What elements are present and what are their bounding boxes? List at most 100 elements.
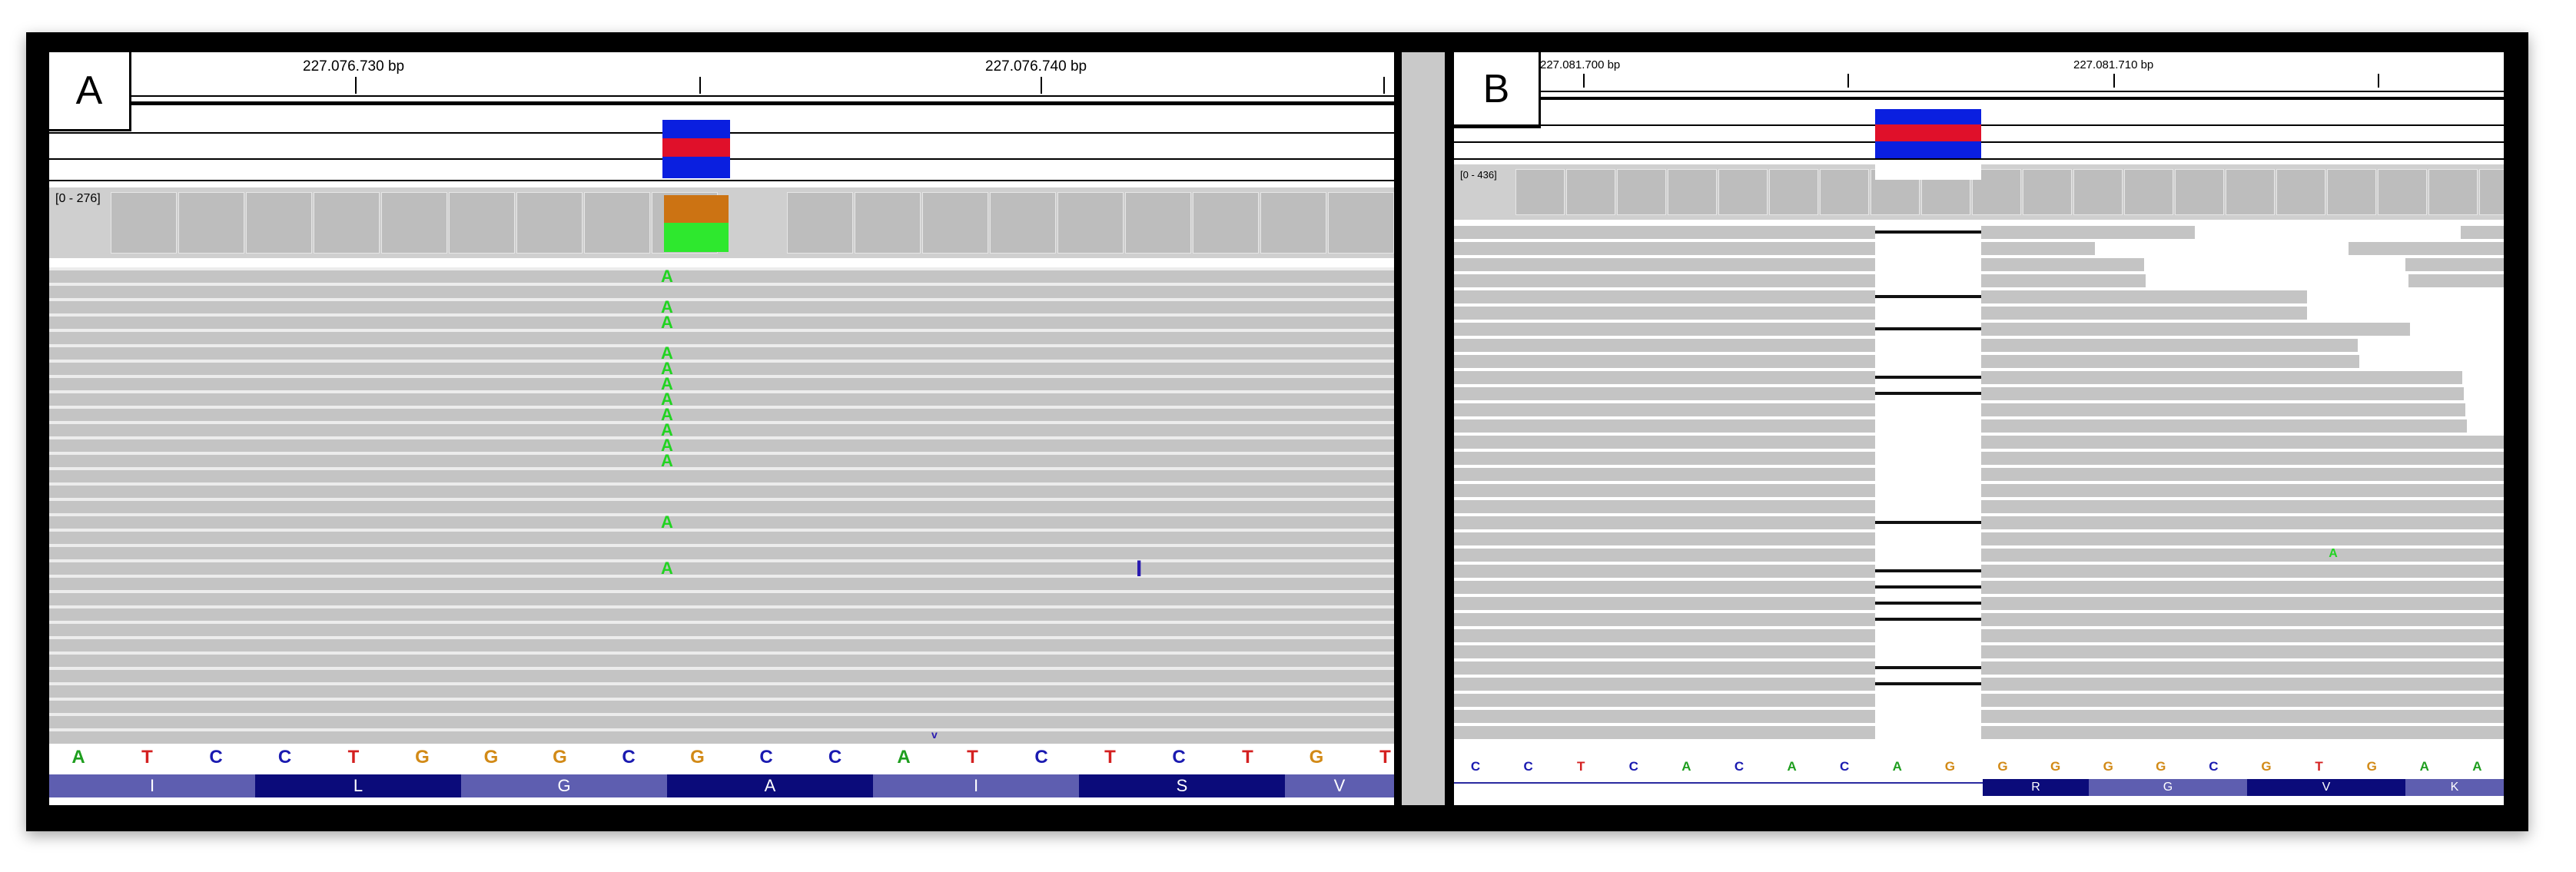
read xyxy=(2408,274,2504,287)
mismatch-base: A xyxy=(661,512,673,532)
deletion-line xyxy=(1875,327,1981,330)
read xyxy=(49,685,1394,698)
deletion-gap xyxy=(1875,450,1981,466)
read xyxy=(49,532,1394,544)
reference-base: A xyxy=(1787,759,1797,774)
deletion-gap xyxy=(1875,482,1981,499)
deletion-line xyxy=(1875,682,1981,685)
amino-acid: L xyxy=(255,774,461,797)
insertion-marker: v xyxy=(931,728,938,741)
reference-base: G xyxy=(2050,759,2061,774)
read xyxy=(49,317,1394,329)
coverage-allele-a xyxy=(664,223,729,252)
reference-base: T xyxy=(1379,747,1391,768)
coverage-bar xyxy=(2276,169,2325,215)
coverage-bar xyxy=(990,192,1056,254)
deletion-gap xyxy=(1875,692,1981,708)
read xyxy=(49,731,1394,744)
coverage-bar xyxy=(2479,169,2504,215)
amino-acid: V xyxy=(2247,779,2405,796)
amino-acid: K xyxy=(2405,779,2504,796)
deletion-gap xyxy=(1875,466,1981,482)
deletion-line xyxy=(1875,392,1981,395)
read xyxy=(1454,226,2195,239)
deletion-gap xyxy=(1875,724,1981,741)
coverage-bar xyxy=(855,192,921,254)
deletion-line xyxy=(1875,666,1981,669)
reference-base: T xyxy=(1104,747,1116,768)
read xyxy=(49,486,1394,498)
mismatch-base: A xyxy=(661,343,673,363)
deletion-line xyxy=(1875,295,1981,298)
read xyxy=(49,424,1394,436)
deletion-gap xyxy=(1875,418,1981,434)
read xyxy=(49,701,1394,713)
read xyxy=(2405,258,2504,271)
deletion-gap xyxy=(1875,628,1981,644)
coverage-bar xyxy=(2428,169,2478,215)
reference-base: T xyxy=(967,747,978,768)
mismatch-base: A xyxy=(661,451,673,470)
read xyxy=(49,455,1394,467)
reference-base: C xyxy=(1172,747,1186,768)
deletion-gap xyxy=(1875,499,1981,515)
mismatch-base: A xyxy=(661,313,673,332)
reference-base: T xyxy=(347,747,360,768)
coverage-bar xyxy=(2378,169,2427,215)
read xyxy=(49,716,1394,728)
coverage-bar xyxy=(1617,169,1666,215)
read xyxy=(1454,274,2146,287)
coverage-bar xyxy=(2175,169,2224,215)
insertion-marker: I xyxy=(1136,556,1143,582)
igv-panel-a: 227.076.730 bp 227.076.740 bp A [0 - 276… xyxy=(49,52,1394,805)
reference-base: G xyxy=(415,747,430,768)
deletion-gap xyxy=(1875,273,1981,289)
read xyxy=(49,655,1394,667)
deletion-gap xyxy=(1875,353,1981,370)
reference-base: A xyxy=(71,747,85,768)
reference-base: C xyxy=(1734,759,1744,774)
reference-base: G xyxy=(553,747,567,768)
read xyxy=(49,332,1394,344)
divider xyxy=(1394,40,1402,816)
reference-base: G xyxy=(2261,759,2272,774)
reference-base: C xyxy=(2209,759,2219,774)
deletion-line xyxy=(1875,602,1981,605)
deletion-line xyxy=(1875,376,1981,379)
deletion-line xyxy=(1875,618,1981,621)
read xyxy=(1454,242,2095,255)
reference-base: C xyxy=(1628,759,1638,774)
alignment-track-b: A xyxy=(1454,224,2504,756)
panel-label-b: B xyxy=(1454,52,1541,128)
coverage-bar xyxy=(1515,169,1565,215)
mismatch-base: A xyxy=(661,436,673,455)
divider xyxy=(1445,40,1454,816)
coordinate-label: 227.076.740 bp xyxy=(985,58,1087,75)
amino-acid: R xyxy=(1983,779,2089,796)
read xyxy=(49,409,1394,421)
deletion-gap xyxy=(1875,337,1981,353)
reference-base: C xyxy=(1523,759,1533,774)
deletion-line xyxy=(1875,569,1981,572)
intron-line xyxy=(1454,782,1983,784)
read xyxy=(49,624,1394,636)
reference-base: A xyxy=(897,747,911,768)
read xyxy=(49,516,1394,529)
coverage-bar xyxy=(246,192,312,254)
read xyxy=(49,593,1394,605)
coverage-bar xyxy=(1193,192,1259,254)
coverage-range: [0 - 276] xyxy=(55,192,101,205)
amino-acid: V xyxy=(1285,774,1394,797)
scrollbar-a[interactable] xyxy=(1402,52,1445,805)
reference-base: C xyxy=(209,747,223,768)
amino-acid: I xyxy=(873,774,1079,797)
read xyxy=(49,501,1394,513)
mismatch-base: A xyxy=(2329,547,2338,560)
coverage-bar xyxy=(516,192,583,254)
reference-base: C xyxy=(277,747,292,768)
read xyxy=(1454,258,2144,271)
ruler-a: 227.076.730 bp 227.076.740 bp xyxy=(49,52,1394,134)
read xyxy=(49,270,1394,283)
